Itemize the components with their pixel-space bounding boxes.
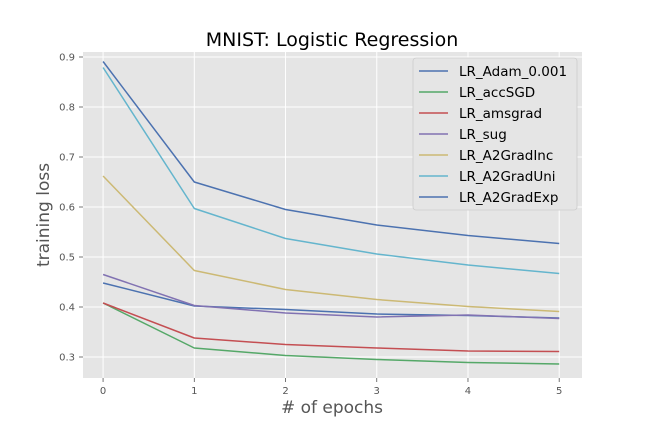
series-line-lr-a2graduni: [102, 67, 560, 275]
tick-labels: 0 1 2 3 4 5 0.3 0.4 0.5 0.6 0.7 0.8 0.9: [59, 53, 562, 398]
y-tick-label: 0.6: [59, 203, 75, 214]
x-tick-label: 0: [100, 386, 106, 397]
series-line-lr-accsgd: [102, 302, 560, 365]
y-axis-title: training loss: [34, 163, 54, 267]
legend-label-lr-a2gradexp: LR_A2GradExp: [459, 190, 558, 206]
legend-label-lr-amsgrad: LR_amsgrad: [459, 106, 542, 122]
y-tick-label: 0.3: [59, 353, 75, 364]
legend-label-lr-a2graduni: LR_A2GradUni: [459, 169, 556, 185]
x-tick-label: 4: [465, 386, 471, 397]
x-axis-title: # of epochs: [281, 398, 383, 418]
y-tick-label: 0.5: [59, 253, 75, 264]
series-lines: [102, 61, 560, 365]
x-tick-label: 3: [374, 386, 380, 397]
y-tick-label: 0.9: [59, 53, 75, 64]
series-line-lr-a2gradinc: [102, 175, 560, 313]
legend-box: [412, 57, 578, 211]
x-tick-label: 5: [556, 386, 562, 397]
legend-label-lr-a2gradinc: LR_A2GradInc: [459, 148, 553, 164]
series-line-lr-amsgrad: [102, 302, 560, 353]
legend-label-lr-sug: LR_sug: [459, 127, 507, 143]
series-line-lr-sug: [102, 273, 560, 320]
y-tick-label: 0.4: [59, 303, 75, 314]
y-tick-label: 0.8: [59, 103, 75, 114]
legend-label-lr-adam-0-001: LR_Adam_0.001: [459, 64, 567, 80]
chart-title: MNIST: Logistic Regression: [206, 29, 458, 51]
x-tick-label: 1: [191, 386, 197, 397]
y-tick-label: 0.7: [59, 153, 75, 164]
series-line-lr-a2gradexp: [102, 61, 560, 245]
legend: LR_Adam_0.001 LR_accSGD LR_amsgrad LR_sug LR…: [412, 57, 578, 211]
x-tick-label: 2: [282, 386, 288, 397]
legend-label-lr-accsgd: LR_accSGD: [459, 85, 535, 101]
